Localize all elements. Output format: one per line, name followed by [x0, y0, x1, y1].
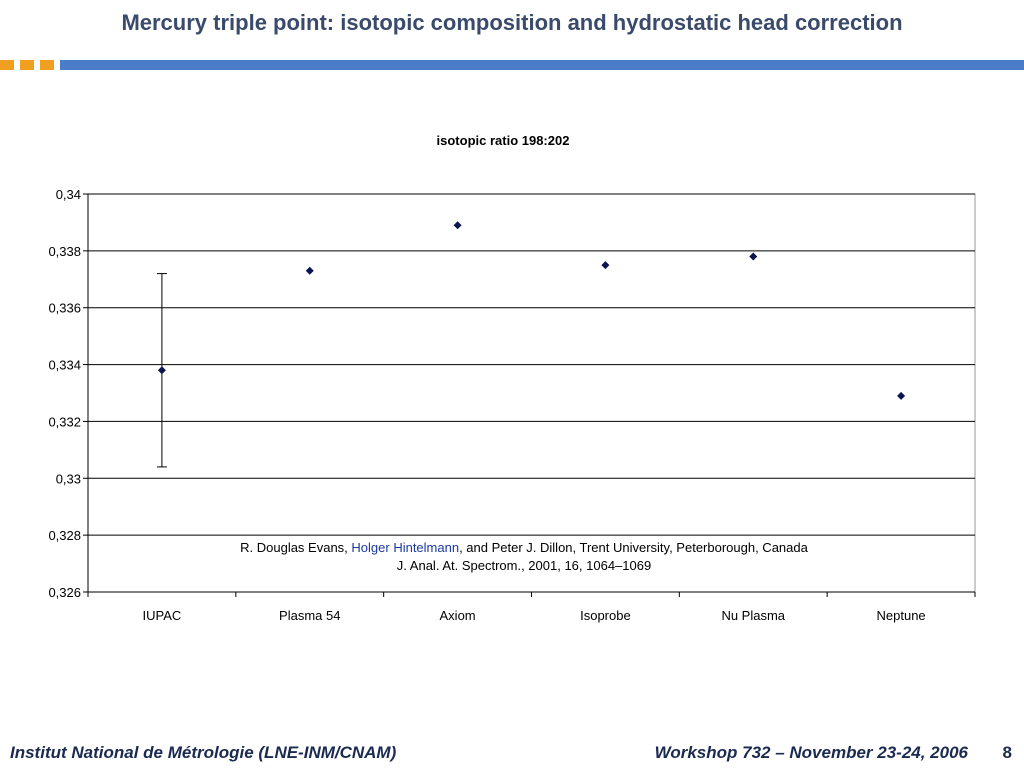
annotation-part: J. Anal. At. Spectrom., 2001, 16, 1064–1… — [397, 558, 651, 573]
slide-title: Mercury triple point: isotopic compositi… — [121, 10, 902, 35]
marker — [305, 266, 314, 275]
footer-right: Workshop 732 – November 23-24, 2006 — [655, 743, 969, 762]
y-tick-label: 0,336 — [48, 301, 81, 316]
y-tick-label: 0,338 — [48, 244, 81, 259]
deco-square — [20, 60, 34, 70]
x-tick-label: IUPAC — [143, 608, 182, 623]
y-tick-label: 0,33 — [56, 471, 81, 486]
annotation-part: , and Peter J. Dillon, Trent University,… — [459, 540, 809, 555]
page-number: 8 — [1003, 743, 1012, 762]
marker — [749, 252, 758, 261]
annotation-part: Holger Hintelmann — [351, 540, 459, 555]
deco-square — [40, 60, 54, 70]
x-tick-label: Nu Plasma — [721, 608, 785, 623]
x-tick-label: Neptune — [877, 608, 926, 623]
marker — [453, 221, 462, 230]
marker — [897, 391, 906, 400]
annotation-part: R. Douglas Evans, — [240, 540, 351, 555]
header-bar — [60, 60, 1024, 70]
deco-square — [0, 60, 14, 70]
marker — [157, 366, 166, 375]
annotation: J. Anal. At. Spectrom., 2001, 16, 1064–1… — [397, 558, 651, 573]
y-tick-label: 0,332 — [48, 414, 81, 429]
y-tick-label: 0,34 — [56, 187, 81, 202]
chart: isotopic ratio 198:202 0,326 0,328 0,33 0,3… — [48, 133, 976, 623]
y-tick-label: 0,326 — [48, 585, 81, 600]
x-tick-label: Axiom — [440, 608, 476, 623]
y-tick-label: 0,334 — [48, 358, 81, 373]
x-tick-label: Plasma 54 — [279, 608, 340, 623]
x-tick-label: Isoprobe — [580, 608, 631, 623]
annotation: R. Douglas Evans, Holger Hintelmann, and… — [240, 540, 808, 555]
marker — [601, 261, 610, 270]
chart-title: isotopic ratio 198:202 — [437, 133, 570, 148]
y-tick-label: 0,328 — [48, 528, 81, 543]
plot-frame — [87, 193, 976, 593]
footer-left: Institut National de Métrologie (LNE-INM… — [10, 743, 397, 762]
